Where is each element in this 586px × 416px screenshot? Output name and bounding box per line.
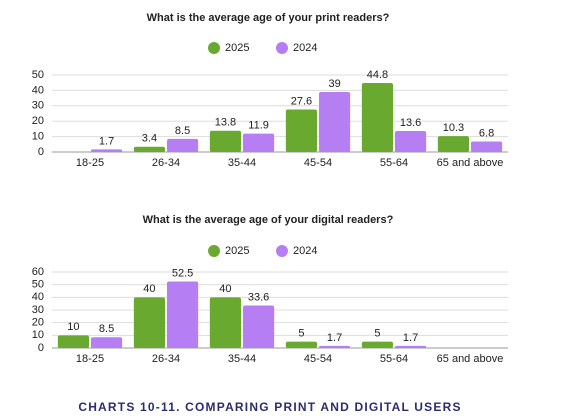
value-label: 6.8	[479, 127, 494, 139]
y-tick-label: 30	[32, 100, 44, 112]
legend-marker	[208, 42, 220, 54]
bar	[471, 141, 503, 152]
bar	[395, 345, 427, 348]
value-label: 11.9	[248, 120, 269, 132]
bar	[319, 91, 351, 152]
value-label: 13.8	[215, 117, 236, 129]
bar	[285, 109, 317, 152]
x-tick-label: 55-64	[380, 353, 408, 365]
value-label: 1.7	[99, 135, 114, 147]
x-tick-label: 65 and above	[437, 157, 504, 169]
x-tick-label: 65 and above	[437, 353, 504, 365]
value-label: 5	[298, 328, 304, 340]
bar	[209, 130, 241, 152]
y-tick-label: 50	[32, 279, 44, 291]
y-tick-label: 50	[32, 69, 44, 81]
bar	[361, 83, 393, 152]
chart-title: What is the average age of your digital …	[143, 214, 394, 226]
value-label: 1.7	[403, 332, 418, 344]
bar	[209, 297, 241, 348]
bar	[437, 136, 469, 152]
legend-label: 2024	[293, 42, 317, 54]
y-tick-label: 0	[38, 342, 44, 354]
legend-label: 2025	[225, 245, 249, 257]
value-label: 10	[67, 321, 79, 333]
value-label: 39	[328, 78, 340, 90]
x-tick-label: 18-25	[76, 157, 104, 169]
y-tick-label: 40	[32, 291, 44, 303]
caption: CHARTS 10-11. COMPARING PRINT AND DIGITA…	[78, 400, 461, 414]
y-tick-label: 20	[32, 317, 44, 329]
bar	[91, 149, 123, 152]
value-label: 40	[143, 283, 155, 295]
x-tick-label: 45-54	[304, 353, 332, 365]
value-label: 5	[374, 328, 380, 340]
bar	[133, 146, 165, 152]
x-tick-label: 35-44	[228, 353, 256, 365]
value-label: 27.6	[291, 95, 312, 107]
chart-title: What is the average age of your print re…	[147, 12, 390, 24]
y-tick-label: 40	[32, 84, 44, 96]
x-tick-label: 26-34	[152, 353, 180, 365]
legend-label: 2024	[293, 245, 317, 257]
bar	[243, 133, 275, 152]
value-label: 33.6	[248, 291, 269, 303]
value-label: 8.5	[99, 323, 114, 335]
bar	[285, 341, 317, 348]
value-label: 52.5	[172, 267, 193, 279]
value-label: 3.4	[142, 133, 157, 145]
bar	[167, 138, 199, 152]
y-tick-label: 10	[32, 329, 44, 341]
value-label: 1.7	[327, 332, 342, 344]
value-label: 13.6	[400, 117, 421, 129]
x-tick-label: 55-64	[380, 157, 408, 169]
bar	[243, 305, 275, 348]
value-label: 10.3	[443, 122, 464, 134]
x-tick-label: 26-34	[152, 157, 180, 169]
bar	[319, 345, 351, 348]
y-tick-label: 10	[32, 131, 44, 143]
y-tick-label: 60	[32, 266, 44, 278]
value-label: 40	[219, 283, 231, 295]
bar	[57, 335, 89, 348]
bar	[167, 281, 199, 348]
x-tick-label: 45-54	[304, 157, 332, 169]
legend-label: 2025	[225, 42, 249, 54]
bar	[361, 341, 393, 348]
y-tick-label: 0	[38, 146, 44, 158]
y-tick-label: 30	[32, 304, 44, 316]
value-label: 8.5	[175, 125, 190, 137]
x-tick-label: 18-25	[76, 353, 104, 365]
bar	[133, 297, 165, 348]
bar	[395, 131, 427, 152]
bar	[91, 337, 123, 348]
legend-marker	[276, 42, 288, 54]
y-tick-label: 20	[32, 115, 44, 127]
x-tick-label: 35-44	[228, 157, 256, 169]
legend-marker	[208, 245, 220, 257]
legend-marker	[276, 245, 288, 257]
value-label: 44.8	[367, 69, 388, 81]
